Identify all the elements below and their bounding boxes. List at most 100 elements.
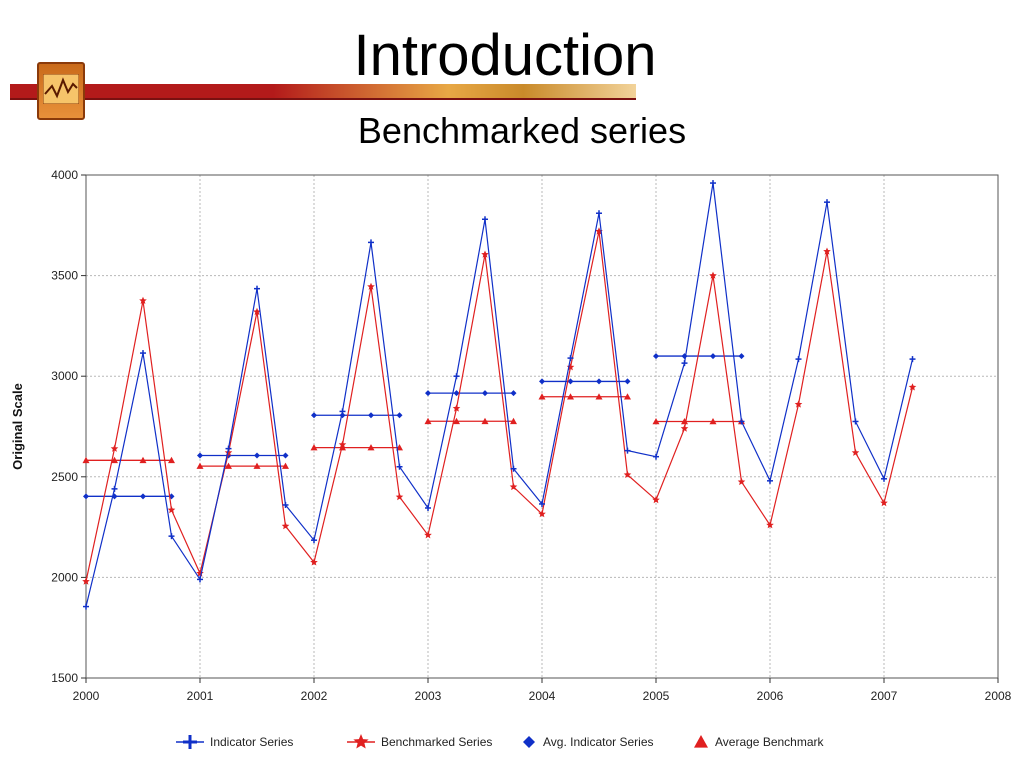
average-benchmark-point — [709, 417, 717, 425]
average-benchmark-point — [367, 444, 375, 451]
indicator-series-point — [396, 463, 403, 470]
avg-indicator-point — [368, 412, 374, 419]
series-layer — [82, 180, 917, 610]
benchmarked-series-point — [167, 506, 176, 514]
y-tick-label: 3000 — [51, 369, 78, 383]
x-tick-label: 2004 — [529, 689, 556, 703]
legend-diamond-marker — [523, 736, 535, 748]
benchmarked-series-point — [139, 296, 147, 304]
avg-indicator-point — [396, 412, 403, 419]
indicator-series-point — [881, 475, 887, 482]
benchmarked-series-line — [85, 231, 914, 582]
indicator-series-point — [111, 485, 118, 492]
legend-label: Benchmarked Series — [381, 735, 492, 749]
average-benchmark-point — [196, 462, 204, 469]
x-tick-label: 2002 — [301, 689, 328, 703]
avg-indicator-point — [510, 390, 517, 397]
indicator-series-point — [909, 356, 916, 363]
y-tick-label: 4000 — [51, 168, 78, 182]
indicator-series-point — [368, 239, 374, 246]
indicator-series-point — [681, 360, 688, 367]
indicator-series-point — [453, 373, 460, 380]
average-benchmark-point — [139, 456, 147, 464]
average-benchmark-point — [567, 393, 574, 400]
benchmarked-series-point — [253, 307, 261, 316]
legend-label: Average Benchmark — [715, 735, 825, 749]
benchmarked-series-point — [823, 247, 831, 255]
benchmarked-series-point — [338, 440, 347, 448]
title-band-underline — [10, 98, 636, 100]
average-benchmark-point — [652, 417, 660, 425]
avg-indicator-point — [738, 353, 745, 360]
legend-item: Average Benchmark — [694, 735, 825, 749]
indicator-series-point — [339, 408, 346, 415]
avg-indicator-point — [596, 378, 602, 385]
average-benchmark-point — [310, 444, 318, 451]
benchmarked-series-point — [709, 271, 717, 279]
avg-indicator-point — [282, 452, 289, 459]
benchmarked-series-point — [623, 470, 632, 478]
indicator-series-point — [824, 199, 830, 206]
title-band — [10, 84, 636, 98]
avg-indicator-point — [83, 493, 89, 500]
indicator-series-point — [624, 447, 631, 454]
benchmarked-series-point — [224, 448, 233, 456]
avg-indicator-point — [140, 493, 146, 500]
benchmarked-series-point — [424, 531, 432, 539]
y-tick-label: 1500 — [51, 671, 78, 685]
legend-star-marker — [353, 734, 369, 749]
avg-indicator-point — [710, 353, 716, 360]
avg-indicator-point — [453, 390, 460, 397]
legend-triangle-marker — [694, 735, 708, 748]
indicator-series-point — [83, 603, 89, 610]
legend: Indicator Series Benchmarked Series Avg. I… — [176, 734, 825, 749]
average-benchmark-point — [424, 417, 432, 425]
indicator-series-point — [852, 418, 859, 425]
average-benchmark-point — [339, 444, 346, 451]
avg-indicator-point — [425, 390, 431, 397]
average-benchmark-point — [82, 456, 90, 464]
benchmarked-series-point — [281, 522, 290, 530]
y-axis-label: Original Scale — [10, 383, 25, 470]
average-benchmark-point — [282, 462, 289, 469]
x-tick-label: 2005 — [643, 689, 670, 703]
benchmarked-series-point — [908, 383, 917, 391]
benchmarked-series-point — [737, 477, 746, 486]
benchmark-line-chart: 2000 2001 2002 2003 2004 2005 2006 2007 2008 1500… — [10, 168, 1012, 749]
indicator-series-point — [254, 285, 260, 292]
average-benchmark-point — [681, 417, 688, 425]
benchmarked-series-point — [794, 400, 803, 408]
x-tick-label: 2007 — [871, 689, 898, 703]
avg-indicator-point — [624, 378, 631, 385]
benchmarked-series-point — [880, 499, 888, 507]
benchmarked-series-point — [367, 282, 375, 290]
legend-item: Benchmarked Series — [347, 734, 492, 749]
x-tick-label: 2008 — [985, 689, 1012, 703]
x-tick-label: 2003 — [415, 689, 442, 703]
benchmarked-series-point — [82, 577, 90, 585]
avg-indicator-point — [254, 452, 260, 459]
indicator-series-point — [567, 355, 574, 362]
average-benchmark-point — [225, 462, 232, 469]
y-tick-label: 2500 — [51, 470, 78, 484]
benchmarked-series-point — [310, 558, 318, 566]
chart-logo-icon — [37, 62, 85, 120]
benchmarked-series-point — [196, 569, 204, 577]
avg-indicator-point — [567, 378, 574, 385]
average-benchmark-point — [538, 393, 546, 400]
indicator-series-point — [311, 537, 317, 544]
average-benchmark-point — [624, 393, 631, 400]
indicator-series-line — [85, 182, 914, 607]
benchmarked-series-point — [481, 250, 489, 258]
plot-area-frame — [85, 174, 999, 679]
indicator-series-point — [482, 216, 488, 223]
avg-indicator-point — [197, 452, 203, 459]
average-benchmark-point — [111, 456, 118, 464]
indicator-series-point — [710, 180, 716, 187]
indicator-series-point — [596, 210, 602, 217]
avg-indicator-point — [482, 390, 488, 397]
indicator-series-point — [539, 500, 545, 507]
indicator-series-point — [767, 477, 773, 484]
avg-indicator-point — [311, 412, 317, 419]
benchmarked-series-point — [652, 495, 660, 504]
